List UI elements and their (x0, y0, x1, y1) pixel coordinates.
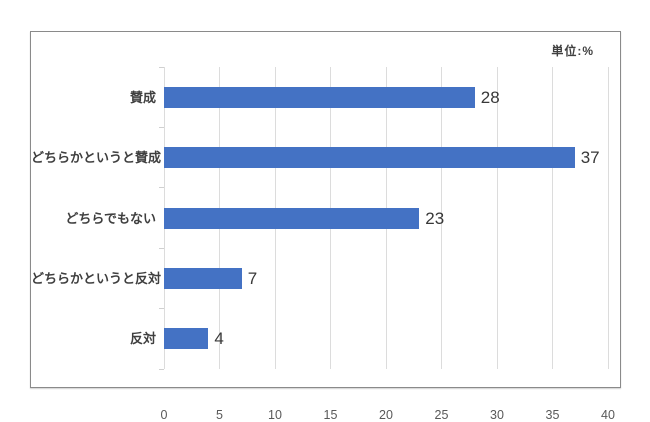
category-axis-tick (159, 66, 164, 68)
bar (164, 147, 575, 169)
category-axis-tick (159, 187, 164, 189)
x-tick-label: 30 (490, 408, 504, 422)
plot-area: 0 5 10 15 20 25 30 35 40 28 賛成 37 どちらかというと賛成 23 どちらでもな… (31, 66, 615, 422)
bar-value-label: 28 (480, 87, 500, 107)
x-tick-label: 35 (545, 408, 560, 422)
x-tick-label: 20 (379, 408, 393, 422)
category-axis-tick (159, 308, 164, 310)
bar (164, 86, 475, 108)
unit-label: 単位:% (551, 44, 594, 58)
x-tick-label: 15 (323, 408, 338, 422)
gridline (441, 67, 442, 369)
gridline (607, 67, 609, 369)
gridline (496, 67, 498, 369)
bar-value-label: 4 (214, 329, 224, 349)
category-axis-tick (159, 126, 164, 128)
category-label: どちらかというと反対 (31, 270, 162, 286)
category-axis-tick (159, 247, 164, 249)
category-label: どちらでもない (65, 210, 156, 226)
bar (164, 267, 242, 289)
x-tick-label: 25 (434, 408, 449, 422)
bar (164, 328, 209, 350)
bar-value-label: 23 (425, 208, 445, 228)
category-axis-tick (159, 368, 164, 370)
x-tick-label: 0 (160, 408, 168, 422)
category-label: 賛成 (129, 89, 156, 105)
x-tick-label: 5 (216, 408, 223, 422)
gridline (552, 67, 553, 369)
x-tick-label: 10 (268, 408, 282, 422)
category-label: 反対 (129, 331, 156, 347)
bar (164, 207, 420, 229)
bar-chart: 単位:% 0 5 10 15 20 25 30 35 40 28 賛成 37 どちらかというと賛成 23 ど… (30, 31, 621, 422)
bar-value-label: 7 (247, 268, 258, 288)
category-label: どちらかというと賛成 (31, 150, 162, 166)
bar-value-label: 37 (580, 148, 600, 168)
x-tick-label: 40 (601, 408, 615, 422)
